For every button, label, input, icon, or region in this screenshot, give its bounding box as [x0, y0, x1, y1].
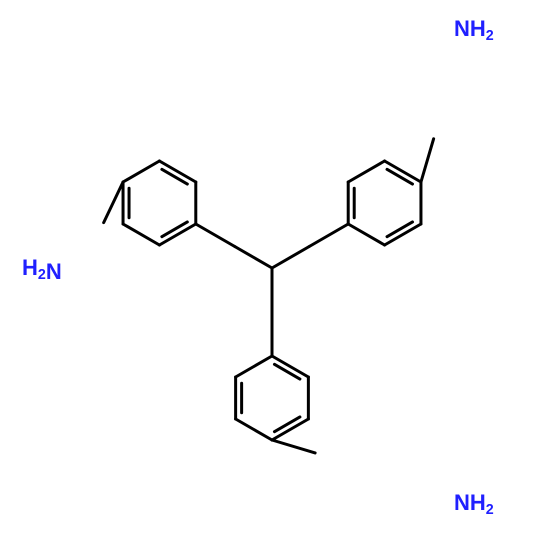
bond [348, 224, 384, 245]
nh2-label-top: NH2 [454, 16, 494, 44]
bond [235, 247, 272, 269]
bond [236, 419, 272, 440]
bond [104, 182, 123, 223]
bond [421, 139, 434, 182]
h2n-label-left: H2N [22, 255, 62, 284]
bond [348, 161, 384, 182]
bond [123, 224, 159, 245]
bond [196, 224, 235, 247]
bond [162, 169, 187, 184]
bond [236, 356, 272, 377]
bond [274, 364, 299, 379]
bond [387, 222, 412, 237]
bond [272, 440, 315, 453]
bond [162, 222, 187, 237]
bond [274, 417, 299, 432]
bond [387, 169, 412, 184]
bond [272, 247, 309, 269]
bond [123, 161, 159, 182]
bond [309, 224, 348, 247]
nh2-label-bottom: NH2 [454, 490, 494, 518]
